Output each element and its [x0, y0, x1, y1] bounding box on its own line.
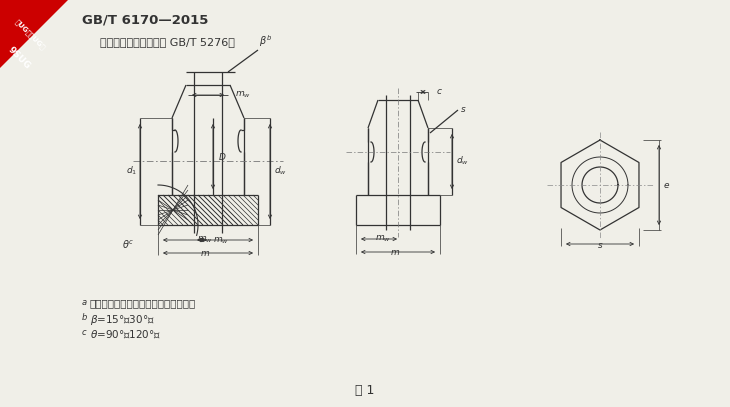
Text: $m_w$: $m_w$ — [213, 235, 229, 245]
Text: 要求垫圈面型式时，应在订单中注明；: 要求垫圈面型式时，应在订单中注明； — [90, 298, 196, 308]
Text: 图 1: 图 1 — [356, 383, 374, 396]
Text: $e$: $e$ — [663, 180, 670, 190]
Text: $c$: $c$ — [436, 88, 443, 96]
Text: $d_w$: $d_w$ — [274, 165, 287, 177]
Text: c: c — [82, 328, 87, 337]
Text: $\beta^b$: $\beta^b$ — [259, 33, 272, 49]
Text: a: a — [82, 298, 87, 307]
Text: $s$: $s$ — [596, 241, 603, 250]
Text: GB/T 6170—2015: GB/T 6170—2015 — [82, 13, 208, 26]
Text: 学UG就上UG网: 学UG就上UG网 — [14, 19, 47, 51]
Text: $m_w$: $m_w$ — [235, 90, 251, 100]
Text: $m_w$: $m_w$ — [197, 234, 213, 245]
Text: $D$: $D$ — [218, 151, 226, 162]
Text: $m$: $m$ — [200, 249, 210, 258]
Text: $s$: $s$ — [460, 105, 466, 114]
Text: $\theta^c$: $\theta^c$ — [122, 239, 134, 251]
Text: $\beta$=15°～30°；: $\beta$=15°～30°； — [90, 313, 155, 327]
Text: 尺寸代号和标注应符合 GB/T 5276。: 尺寸代号和标注应符合 GB/T 5276。 — [100, 37, 235, 47]
Text: $d_w$: $d_w$ — [456, 155, 469, 167]
Text: 9SUG: 9SUG — [6, 45, 32, 71]
Text: $m$: $m$ — [390, 248, 400, 257]
Text: $m_w$: $m_w$ — [375, 234, 391, 244]
Text: b: b — [82, 313, 88, 322]
Polygon shape — [0, 0, 68, 68]
Text: $\theta$=90°～120°。: $\theta$=90°～120°。 — [90, 328, 161, 340]
Text: $d_1$: $d_1$ — [126, 165, 137, 177]
